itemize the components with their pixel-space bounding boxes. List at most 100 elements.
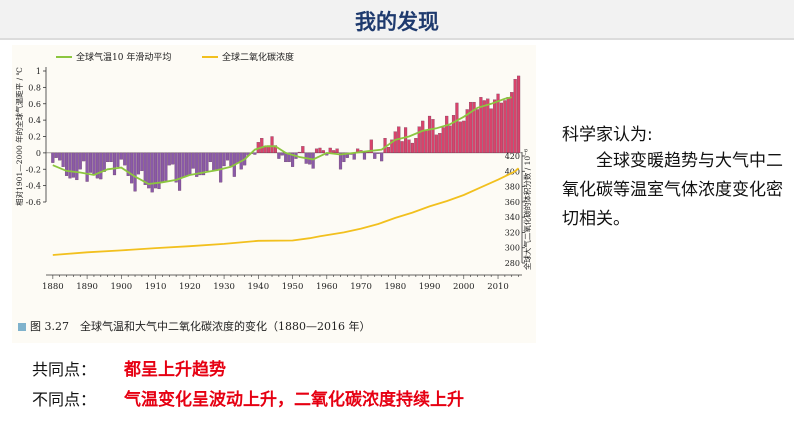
temperature-bar: [171, 152, 175, 165]
temperature-bar: [71, 152, 75, 178]
left-tick-label: -0.6: [26, 198, 41, 207]
x-tick-label: 1970: [350, 282, 372, 292]
temperature-bar: [451, 115, 456, 153]
temperature-bar: [493, 99, 497, 154]
temperature-bar: [119, 152, 123, 160]
temperature-bar: [506, 97, 510, 153]
temperature-bar: [229, 152, 233, 167]
temperature-bar: [112, 152, 117, 176]
temperature-co2-chart: 全球气温10 年滑动平均 全球二氧化碳浓度 1 0.8 0.6 0.4 0.2 0 -0.2 -0…: [14, 51, 532, 292]
temperature-bar: [373, 152, 377, 159]
x-tick-label: 1920: [179, 282, 201, 292]
temperature-bar: [160, 152, 164, 183]
temperature-bar: [116, 152, 120, 167]
temperature-bar: [150, 152, 154, 193]
temperature-bar: [92, 152, 96, 176]
temperature-bar: [393, 131, 397, 154]
temperature-bar: [328, 147, 332, 153]
temperature-bar: [499, 102, 504, 153]
temperature-bar: [253, 152, 257, 155]
left-tick-label: 0.6: [28, 100, 41, 109]
x-tick-label: 1890: [76, 282, 98, 292]
temperature-bar: [212, 152, 216, 172]
temperature-bar: [157, 152, 161, 190]
temperature-bar: [414, 138, 418, 154]
temperature-bar: [407, 139, 411, 154]
x-tick-label: 1930: [213, 282, 235, 292]
temperature-bar: [95, 152, 99, 179]
temperature-bar: [404, 127, 408, 153]
left-tick-label: 0.8: [28, 83, 41, 92]
right-tick-label: 300: [505, 244, 520, 253]
temperature-bar: [280, 152, 284, 156]
temperature-bar: [417, 126, 421, 154]
temperature-bar: [517, 75, 521, 153]
temperature-bar: [61, 152, 65, 167]
legend-moving-average: 全球气温10 年滑动平均: [76, 51, 171, 63]
temperature-bar: [126, 152, 130, 176]
title-band: [0, 0, 794, 40]
temperature-bar: [225, 152, 230, 161]
temperature-bar: [338, 152, 343, 170]
temperature-bar: [64, 152, 69, 176]
temperature-bar: [164, 152, 168, 181]
temperature-bar: [78, 152, 82, 170]
temperature-bar: [376, 152, 380, 154]
temperature-bar: [445, 115, 449, 153]
temperature-bar: [332, 150, 336, 154]
common-answer: 都呈上升趋势: [124, 360, 226, 380]
temperature-bar: [58, 152, 62, 161]
temperature-bar: [147, 152, 151, 189]
temperature-bar: [496, 93, 500, 154]
difference-label: 不同点：: [32, 390, 97, 409]
x-tick-label: 2010: [487, 282, 509, 292]
common-label: 共同点：: [32, 360, 97, 379]
left-tick-label: 1: [36, 67, 41, 76]
title-divider: [0, 38, 794, 40]
temperature-bar: [455, 102, 459, 153]
temperature-bar: [390, 139, 394, 154]
temperature-bar: [82, 152, 86, 162]
temperature-bar: [290, 152, 295, 167]
temperature-bar: [472, 101, 476, 153]
temperature-bar: [475, 109, 480, 153]
temperature-bar: [287, 152, 291, 163]
temperature-bar: [441, 127, 445, 153]
legend-co2: 全球二氧化碳浓度: [222, 51, 294, 63]
temperature-bar: [208, 152, 212, 163]
temperature-bar: [215, 152, 219, 170]
temperature-bar: [434, 134, 438, 153]
temperature-bar: [369, 139, 373, 154]
temperature-bar: [140, 152, 144, 172]
temperature-bar: [284, 152, 288, 163]
temperature-bar: [136, 152, 141, 175]
temperature-bar: [260, 138, 264, 154]
temperature-bar: [386, 147, 391, 153]
x-tick-label: 1950: [282, 282, 304, 292]
caption-marker: [18, 323, 26, 331]
temperature-bar: [318, 147, 322, 153]
temperature-bar: [198, 152, 202, 176]
temperature-bar: [297, 151, 301, 154]
temperature-bar: [431, 119, 435, 154]
temperature-bar: [222, 152, 226, 167]
temperature-bar: [314, 148, 319, 153]
temperature-bar: [54, 152, 58, 158]
x-tick-label: 1940: [247, 282, 269, 292]
temperature-bar: [277, 152, 281, 159]
temperature-bar: [380, 152, 384, 162]
temperature-bar: [462, 120, 466, 153]
x-tick-label: 1980: [384, 282, 406, 292]
conclusion-heading: 科学家认为:: [562, 125, 653, 145]
temperature-bar: [421, 120, 425, 153]
temperature-bar: [181, 152, 185, 178]
temperature-bar: [263, 147, 267, 153]
figure-caption: 图 3.27 全球气温和大气中二氧化碳浓度的变化（1880—2016 年）: [30, 320, 371, 333]
temperature-bar: [106, 152, 110, 163]
right-tick-label: 280: [505, 259, 520, 268]
temperature-bar: [458, 121, 462, 153]
temperature-bar: [486, 98, 490, 154]
temperature-bar: [201, 152, 206, 176]
temperature-bar: [109, 152, 113, 163]
left-tick-label: 0.4: [28, 116, 41, 125]
